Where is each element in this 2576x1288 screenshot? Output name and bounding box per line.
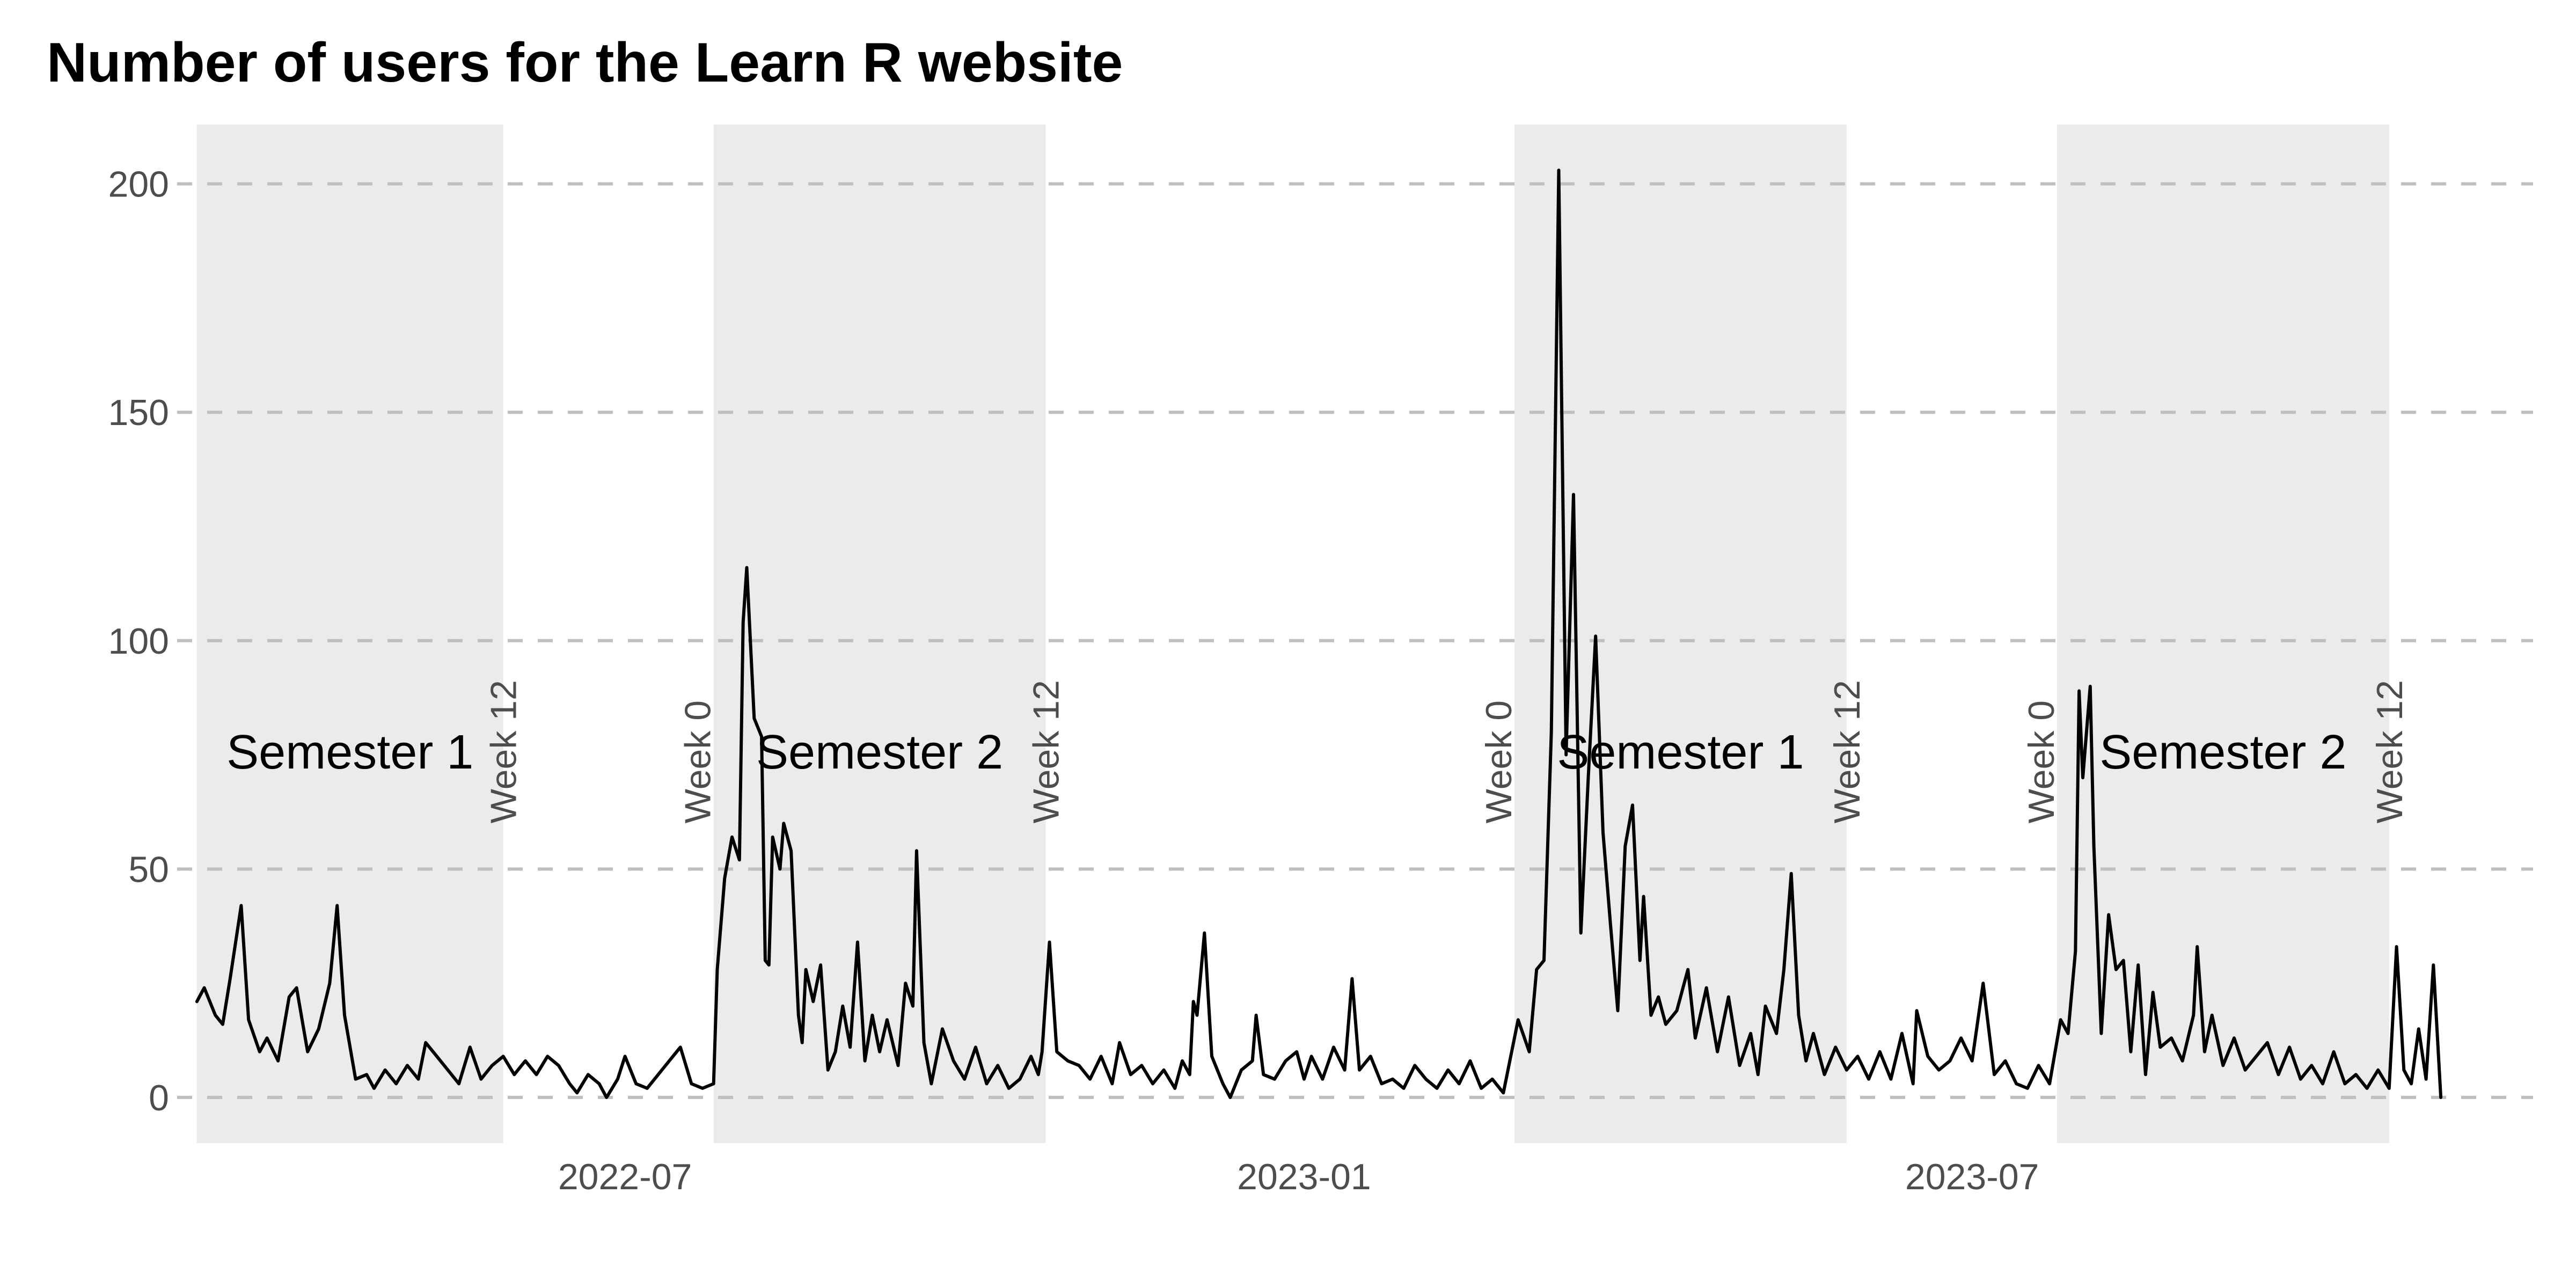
semester-band-4: [2057, 125, 2389, 1143]
x-tick-label-3: 2023-07: [1905, 1157, 2039, 1197]
week-start-label-4: Week 0: [2021, 700, 2062, 823]
y-tick-label-50: 50: [128, 849, 169, 890]
y-tick-label-100: 100: [108, 621, 169, 662]
semester-label-2: Semester 2: [756, 726, 1003, 779]
chart-title: Number of users for the Learn R website: [47, 32, 1123, 94]
gridlines: [177, 182, 2533, 1099]
semester-band-2: [713, 125, 1046, 1143]
week-end-label-2: Week 12: [1026, 680, 1067, 823]
y-axis: 0 50 100 150 200: [108, 164, 169, 1118]
y-tick-label-0: 0: [149, 1078, 169, 1118]
semester-label-1: Semester 1: [226, 726, 473, 779]
y-tick-label-150: 150: [108, 392, 169, 433]
week-end-label-1: Week 12: [484, 680, 524, 823]
series-line-1: [195, 169, 2443, 1099]
semester-label-4: Semester 2: [2099, 726, 2346, 779]
user-count-series: [195, 169, 2443, 1099]
semester-labels: Semester 1 Week 12 Semester 2 Week 0 Week 12…: [226, 680, 2410, 823]
x-axis: 2022-07 2023-01 2023-07: [558, 1157, 2039, 1197]
week-start-label-2: Week 0: [678, 700, 719, 823]
week-start-label-3: Week 0: [1479, 700, 1519, 823]
week-end-label-3: Week 12: [1827, 680, 1868, 823]
semester-band-1: [196, 125, 503, 1143]
semester-label-3: Semester 1: [1557, 726, 1804, 779]
week-end-label-4: Week 12: [2369, 680, 2410, 823]
semester-bands: [196, 125, 2389, 1143]
y-tick-label-200: 200: [108, 164, 169, 205]
x-tick-label-2: 2023-01: [1237, 1157, 1371, 1197]
x-tick-label-1: 2022-07: [558, 1157, 692, 1197]
